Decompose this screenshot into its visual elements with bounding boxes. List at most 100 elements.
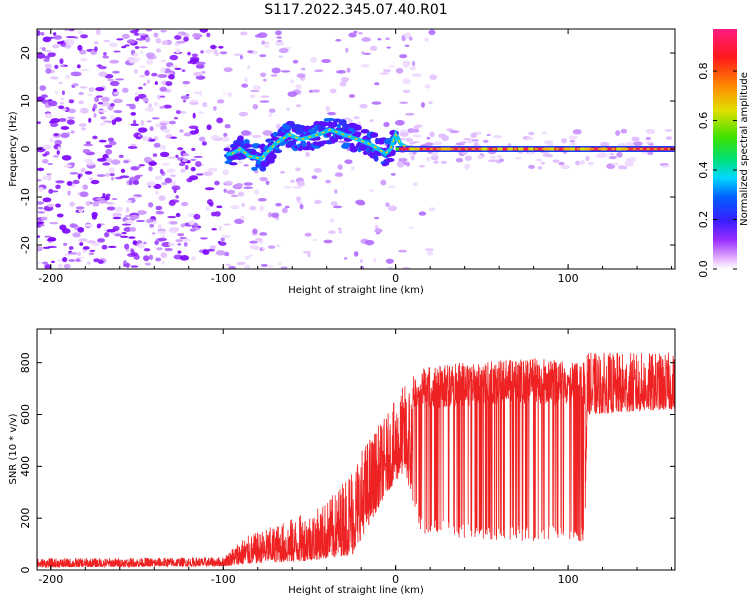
spectrogram-cell — [168, 120, 176, 125]
spectrogram-cell — [428, 29, 436, 36]
spectrogram-cell — [301, 140, 307, 148]
spectrogram-xtick-label: -200 — [38, 272, 63, 285]
spectrogram-cell — [77, 44, 83, 51]
spectrogram-cell — [187, 51, 191, 56]
spectrogram-cell — [202, 102, 208, 108]
spectrogram-cell — [90, 179, 100, 185]
spectrogram-cell — [130, 265, 139, 268]
spectrogram-cell — [148, 166, 153, 172]
spectrogram-cell — [72, 82, 79, 87]
spectrogram-cell — [103, 51, 107, 56]
spectrogram-cell — [615, 130, 621, 136]
spectrogram-cell — [40, 216, 48, 221]
spectrogram-cell — [337, 140, 347, 143]
spectrogram-cell — [59, 64, 65, 68]
spectrogram-cell — [313, 167, 322, 173]
spectrogram-cell — [411, 73, 422, 78]
spectrogram-cell — [126, 57, 135, 60]
spectrogram-cell — [302, 250, 312, 254]
spectrogram-cell — [168, 200, 176, 206]
spectrogram-cell — [115, 78, 125, 81]
spectrogram-carrier-peak — [502, 147, 508, 151]
spectrogram-cell — [175, 195, 179, 199]
spectrogram-cell — [53, 154, 59, 158]
spectrogram-cell — [195, 64, 205, 69]
spectrogram-cell — [156, 247, 163, 251]
spectrogram-cell — [89, 249, 96, 253]
spectrogram-cell — [359, 259, 363, 263]
spectrogram-cell — [143, 156, 152, 163]
spectrogram-cell — [155, 210, 165, 215]
spectrogram-cell — [37, 206, 44, 210]
spectrogram-cell — [239, 31, 248, 36]
spectrogram-carrier-peak — [626, 147, 632, 151]
spectrogram-cell — [162, 162, 170, 166]
spectrogram-cell — [164, 177, 172, 184]
spectrogram-cell — [176, 40, 186, 44]
spectrogram-cell — [129, 103, 136, 110]
spectrogram-cell — [418, 211, 427, 216]
spectrogram-cell — [159, 105, 165, 109]
spectrogram-cell — [37, 261, 43, 264]
spectrogram-cell — [183, 241, 188, 247]
spectrogram-cell — [113, 50, 121, 53]
spectrogram-cell — [292, 186, 302, 189]
spectrogram-cell — [116, 38, 124, 41]
spectrogram-cell — [449, 130, 460, 134]
spectrogram-cell — [402, 78, 411, 85]
spectrogram-cell — [98, 199, 108, 204]
spectrogram-cell — [261, 247, 266, 251]
spectrogram-cell — [113, 98, 123, 104]
spectrogram-cell — [237, 191, 245, 197]
spectrogram-cell — [137, 243, 145, 249]
spectrogram-cell — [69, 224, 79, 227]
spectrogram-cell — [139, 74, 146, 78]
spectrogram-cell — [52, 44, 60, 49]
spectrogram-cell — [85, 161, 95, 166]
spectrogram-cell — [247, 50, 254, 54]
spectrogram-cell — [239, 54, 243, 60]
spectrogram-cell — [69, 172, 79, 175]
spectrogram-cell — [121, 33, 130, 39]
spectrogram-carrier-peak — [657, 147, 663, 151]
spectrogram-cell — [104, 232, 110, 238]
spectrogram-cell — [321, 58, 331, 64]
spectrogram-cell — [114, 206, 123, 213]
spectrogram-cell — [223, 188, 227, 193]
spectrogram-cell — [398, 157, 408, 163]
spectrogram-cell — [59, 58, 64, 65]
spectrogram-cell — [189, 99, 199, 103]
spectrogram-cell — [55, 180, 65, 184]
spectrogram-cell — [100, 101, 110, 107]
spectrogram-cell — [97, 101, 103, 105]
spectrogram-cell — [149, 223, 155, 228]
spectrogram-cell — [247, 65, 251, 70]
spectrogram-cell — [280, 70, 291, 73]
spectrogram-cell — [335, 39, 342, 42]
spectrogram-cell — [158, 195, 166, 201]
spectrogram-cell — [214, 180, 220, 186]
spectrogram-cell — [104, 157, 113, 163]
spectrogram-cell — [37, 30, 41, 37]
spectrogram-cell — [159, 144, 167, 151]
spectrogram-cell — [157, 224, 163, 229]
spectrogram-cell — [102, 162, 111, 166]
spectrogram-cell — [63, 253, 72, 257]
spectrogram-cell — [210, 135, 221, 140]
spectrogram-cell — [154, 81, 158, 85]
spectrogram-cell — [152, 153, 158, 157]
spectrogram-cell — [206, 124, 212, 131]
spectrogram-cell — [325, 179, 331, 184]
spectrogram-cell — [80, 34, 89, 39]
spectrogram-cell — [249, 240, 258, 244]
spectrogram-cell — [62, 257, 68, 263]
spectrogram-cell — [471, 139, 479, 142]
spectrogram-cell — [210, 211, 217, 217]
spectrogram-cell — [39, 85, 47, 91]
spectrogram-cell — [328, 230, 336, 234]
spectrogram-cell — [271, 67, 281, 74]
spectrogram-cell — [146, 120, 152, 123]
spectrogram-cell — [428, 101, 433, 104]
spectrogram-cell — [134, 68, 138, 74]
spectrogram-cell — [57, 146, 62, 151]
